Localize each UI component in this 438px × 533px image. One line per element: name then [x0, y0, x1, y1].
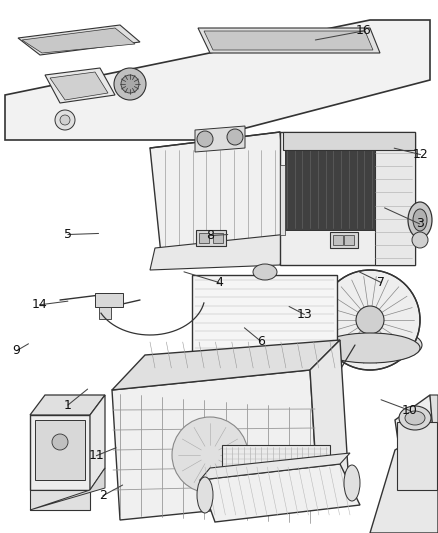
Polygon shape [22, 28, 135, 53]
Text: 16: 16 [356, 25, 371, 37]
Ellipse shape [399, 406, 431, 430]
Polygon shape [375, 135, 415, 265]
Text: 11: 11 [88, 449, 104, 462]
Polygon shape [150, 234, 288, 270]
Ellipse shape [60, 115, 70, 125]
Text: 6: 6 [257, 335, 265, 348]
Polygon shape [204, 31, 373, 50]
Text: 14: 14 [32, 298, 47, 311]
Bar [192, 275, 337, 430]
Polygon shape [195, 126, 245, 152]
Polygon shape [30, 490, 90, 510]
Polygon shape [30, 415, 90, 490]
Polygon shape [280, 165, 285, 235]
Text: 7: 7 [377, 276, 385, 289]
Ellipse shape [320, 333, 420, 363]
Ellipse shape [408, 202, 432, 238]
Ellipse shape [412, 232, 428, 248]
Bar [213, 233, 223, 243]
Bar [99, 307, 111, 319]
Ellipse shape [121, 75, 139, 93]
Polygon shape [50, 72, 108, 100]
Bar [283, 132, 415, 150]
Text: 4: 4 [215, 276, 223, 289]
Ellipse shape [114, 68, 146, 100]
Text: 10: 10 [402, 404, 417, 417]
Bar [333, 235, 343, 245]
Polygon shape [112, 370, 318, 520]
Ellipse shape [172, 417, 248, 493]
Bar [330, 232, 358, 248]
Bar [316, 396, 330, 406]
Ellipse shape [253, 264, 277, 280]
Ellipse shape [318, 327, 422, 363]
Polygon shape [45, 68, 115, 103]
Ellipse shape [52, 434, 68, 450]
Text: 12: 12 [413, 148, 428, 161]
Bar [95, 293, 123, 307]
Ellipse shape [197, 477, 213, 513]
Polygon shape [5, 20, 430, 140]
Polygon shape [370, 425, 438, 533]
Polygon shape [90, 395, 105, 490]
Polygon shape [408, 395, 438, 510]
Polygon shape [30, 468, 105, 510]
Ellipse shape [55, 110, 75, 130]
Text: 5: 5 [64, 228, 72, 241]
Polygon shape [310, 340, 348, 500]
Polygon shape [112, 340, 340, 390]
Ellipse shape [320, 270, 420, 370]
Ellipse shape [356, 306, 384, 334]
Text: 13: 13 [297, 308, 312, 321]
Ellipse shape [227, 129, 243, 145]
Bar [196, 230, 226, 246]
Bar [199, 233, 209, 243]
Polygon shape [280, 132, 415, 265]
Polygon shape [200, 464, 360, 522]
Text: 9: 9 [13, 344, 21, 357]
Polygon shape [395, 395, 438, 510]
Ellipse shape [344, 465, 360, 501]
Bar [35, 420, 85, 480]
Polygon shape [200, 453, 350, 480]
Text: 8: 8 [206, 229, 214, 242]
Ellipse shape [197, 131, 213, 147]
Bar [397, 422, 437, 490]
Bar [285, 145, 375, 230]
Bar [344, 235, 354, 245]
Polygon shape [198, 28, 380, 53]
Bar [222, 445, 330, 487]
Polygon shape [18, 25, 140, 55]
Text: 3: 3 [416, 217, 424, 230]
Text: 1: 1 [64, 399, 72, 411]
Text: 2: 2 [99, 489, 107, 502]
Ellipse shape [413, 209, 427, 231]
Polygon shape [150, 132, 290, 264]
Ellipse shape [405, 411, 425, 425]
Polygon shape [30, 395, 105, 415]
